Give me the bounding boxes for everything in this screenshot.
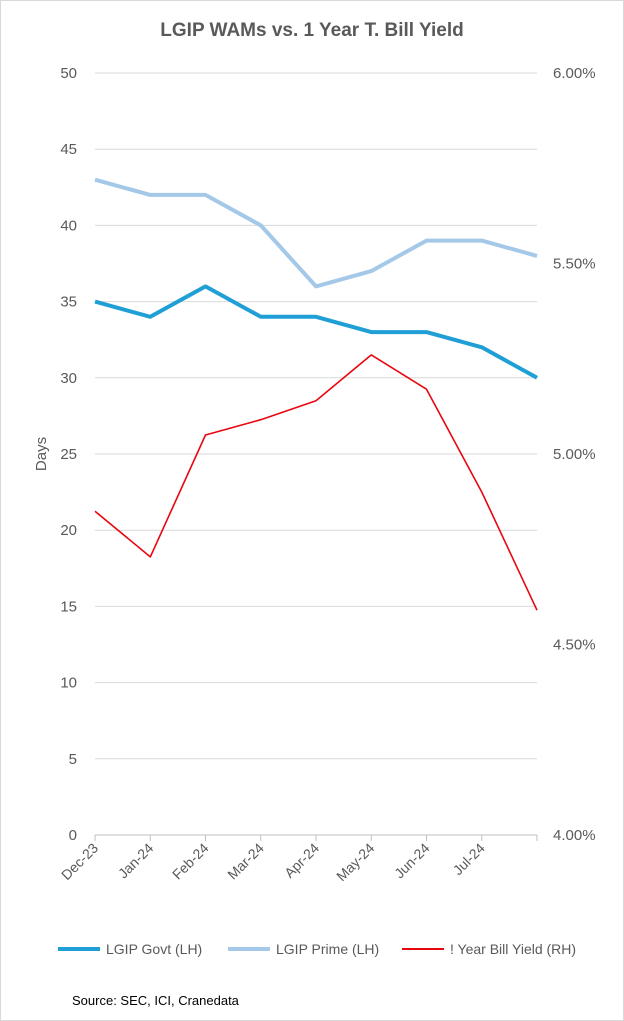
y-tick-label: 40	[60, 217, 77, 234]
y-tick-label: 30	[60, 370, 77, 387]
x-tick-label: Feb-24	[169, 840, 212, 883]
legend-label-prime: LGIP Prime (LH)	[276, 941, 380, 957]
y-tick-label: 25	[60, 446, 77, 463]
y2-tick-label: 4.00%	[553, 827, 596, 844]
y2-tick-label: 5.50%	[553, 256, 596, 273]
series-line-prime	[94, 177, 538, 289]
y2-tick-label: 5.00%	[553, 446, 596, 463]
chart-legend: LGIP Govt (LH) LGIP Prime (LH) ! Year Bi…	[0, 938, 624, 960]
legend-label-bill: ! Year Bill Yield (RH)	[450, 941, 577, 957]
x-tick-label: Mar-24	[224, 840, 267, 883]
x-tick-label: Jun-24	[391, 840, 433, 882]
y-tick-label: 10	[60, 675, 77, 692]
legend-label-govt: LGIP Govt (LH)	[106, 941, 203, 957]
x-tick-label: Jan-24	[115, 840, 157, 882]
chart-title: LGIP WAMs vs. 1 Year T. Bill Yield	[160, 20, 464, 41]
source-note: Source: SEC, ICI, Cranedata	[72, 993, 239, 1008]
legend-item-govt: LGIP Govt (LH)	[58, 938, 202, 960]
y-tick-label: 20	[60, 522, 77, 539]
x-tick-label: Apr-24	[281, 840, 322, 881]
y2-tick-label: 4.50%	[553, 637, 596, 654]
y-tick-label: 5	[69, 751, 77, 768]
y-tick-label: 50	[60, 65, 77, 82]
legend-swatch-bill	[402, 948, 444, 950]
x-tick-label: May-24	[333, 840, 377, 884]
series-line-govt	[94, 284, 538, 380]
legend-item-bill: ! Year Bill Yield (RH)	[402, 938, 576, 960]
y-tick-label: 0	[69, 827, 77, 844]
y-tick-label: 35	[60, 294, 77, 311]
y-tick-label: 45	[60, 141, 77, 158]
legend-item-prime: LGIP Prime (LH)	[228, 938, 379, 960]
legend-swatch-govt	[58, 947, 100, 951]
y2-tick-label: 6.00%	[553, 65, 596, 82]
y-axis-label: Days	[33, 437, 50, 471]
y-tick-label: 15	[60, 598, 77, 615]
legend-swatch-prime	[228, 947, 270, 951]
series-line-bill-yield	[94, 354, 538, 611]
x-tick-label: Dec-23	[58, 840, 101, 883]
x-tick-label: Jul-24	[450, 840, 488, 878]
